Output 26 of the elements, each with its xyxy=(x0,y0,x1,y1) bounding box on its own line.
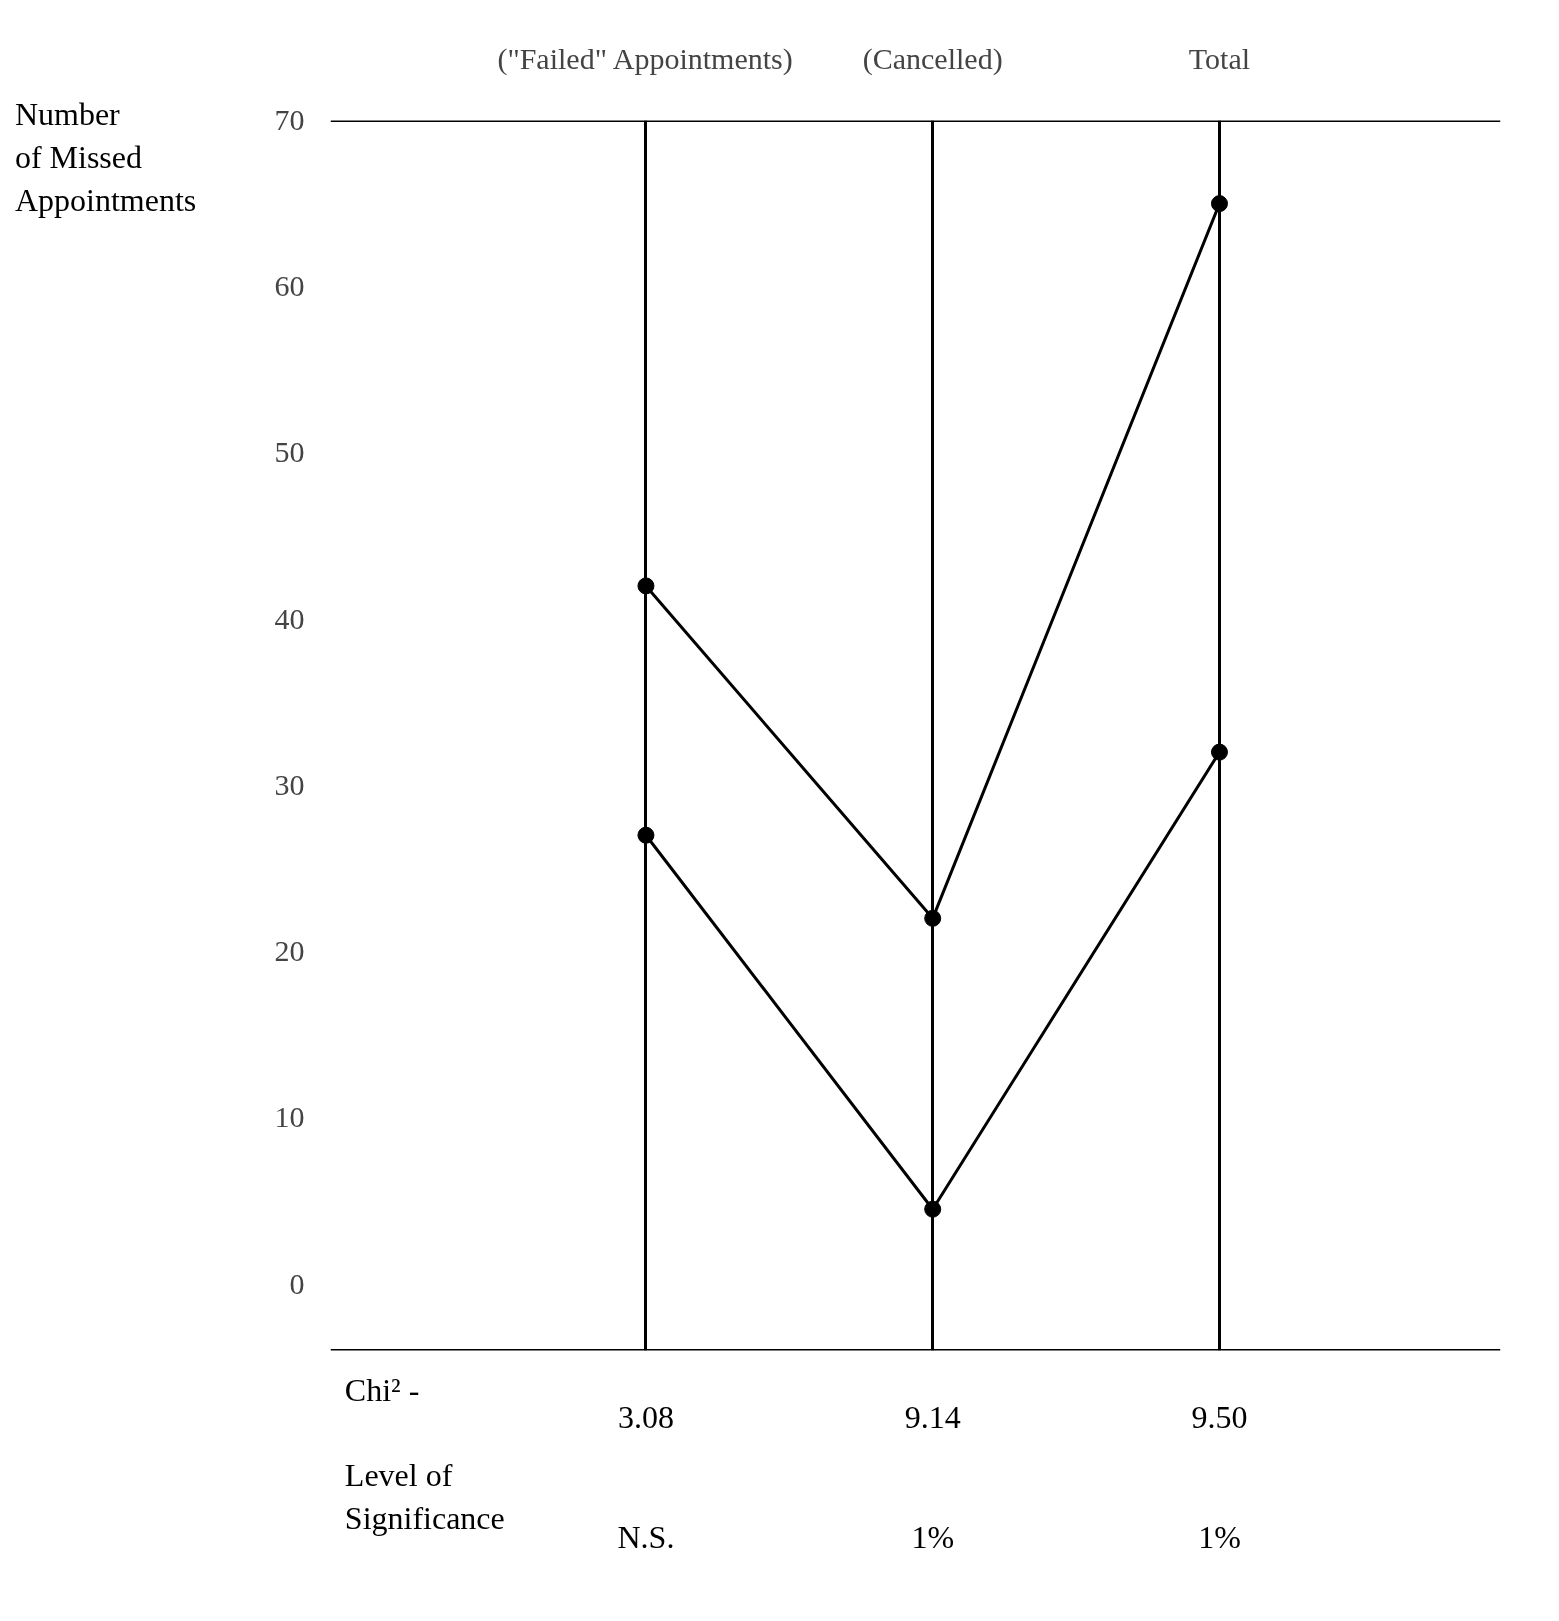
point xyxy=(1210,743,1228,761)
text: Level of Significance xyxy=(344,1457,505,1537)
x-tick-label: Total xyxy=(1188,41,1251,75)
y-tick-label: 60 xyxy=(274,269,305,303)
point xyxy=(1210,195,1228,213)
text: N.S. xyxy=(617,1519,675,1556)
y-tick-label: 20 xyxy=(274,934,305,968)
text: 1% xyxy=(911,1519,955,1556)
y-tick-label: 10 xyxy=(274,1100,305,1134)
point xyxy=(924,1200,942,1218)
y-tick-label: 30 xyxy=(274,767,305,801)
text: Chi² - xyxy=(344,1372,420,1408)
point xyxy=(637,577,655,595)
text: 3.08 xyxy=(617,1398,674,1435)
text: 1% xyxy=(1198,1519,1241,1556)
point xyxy=(924,909,942,927)
x-tick-label: ("Failed" Appointments) xyxy=(497,41,793,76)
text: 9.14 xyxy=(904,1398,961,1435)
y-tick-label: 0 xyxy=(289,1266,305,1300)
y-axis-title: Number of Missed Appointments xyxy=(14,95,197,219)
y-tick-label: 70 xyxy=(274,103,305,136)
y-tick-label: 50 xyxy=(274,435,305,469)
point xyxy=(637,826,655,844)
text: 9.50 xyxy=(1191,1398,1248,1435)
y-tick-label: 40 xyxy=(274,601,305,635)
x-tick-label: (Cancelled) xyxy=(862,41,1003,76)
